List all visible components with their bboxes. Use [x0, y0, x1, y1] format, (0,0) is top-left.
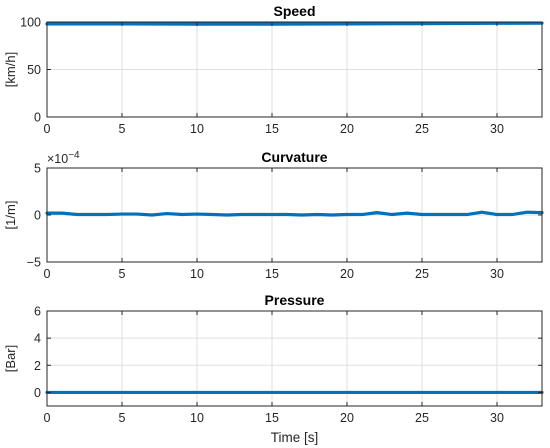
x-tick-label: 10 — [190, 411, 204, 425]
chart-title: Curvature — [261, 149, 327, 165]
y-exponent-label: ×10−4 — [47, 150, 80, 166]
chart-title: Pressure — [265, 292, 325, 308]
y-tick-label: 0 — [34, 111, 41, 125]
x-tick-label: 0 — [44, 267, 51, 281]
x-tick-label: 30 — [490, 411, 504, 425]
y-tick-label: 0 — [34, 386, 41, 400]
x-tick-label: 10 — [190, 267, 204, 281]
y-axis-label: [Bar] — [3, 345, 18, 372]
y-tick-label: 4 — [34, 332, 41, 346]
chart-panel-2: 0 5 10 15 20 25 30 0 2 4 6 Pressure [Bar] Time [s] — [3, 292, 544, 445]
y-axis-label: [km/h] — [3, 52, 18, 87]
x-tick-label: 20 — [340, 411, 354, 425]
x-tick-label: 25 — [415, 122, 429, 136]
x-tick-label: 20 — [340, 267, 354, 281]
x-tick-label: 15 — [265, 411, 279, 425]
y-axis-label: [1/m] — [3, 201, 18, 230]
x-axis-label: Time [s] — [271, 430, 319, 445]
axes-box — [46, 310, 543, 407]
x-tick-label: 25 — [415, 411, 429, 425]
x-tick-label: 10 — [190, 122, 204, 136]
x-tick-label: 15 — [265, 122, 279, 136]
series-line — [45, 210, 544, 217]
x-tick-label: 30 — [490, 122, 504, 136]
chart-title: Speed — [273, 3, 315, 19]
y-tick-label: 50 — [27, 63, 41, 77]
x-tick-label: 5 — [119, 411, 126, 425]
y-tick-label: 0 — [34, 209, 41, 223]
x-tick-label: 15 — [265, 267, 279, 281]
x-tick-label: 0 — [44, 122, 51, 136]
x-tick-label: 5 — [119, 267, 126, 281]
x-tick-label: 25 — [415, 267, 429, 281]
y-tick-label: −5 — [27, 256, 41, 270]
x-tick-label: 20 — [340, 122, 354, 136]
y-tick-label: 5 — [34, 162, 41, 176]
series-line — [45, 21, 544, 26]
plot-area — [47, 311, 542, 406]
y-tick-label: 2 — [34, 359, 41, 373]
x-tick-label: 5 — [119, 122, 126, 136]
y-tick-label: 100 — [20, 16, 41, 30]
x-tick-label: 0 — [44, 411, 51, 425]
x-tick-label: 30 — [490, 267, 504, 281]
y-tick-label: 6 — [34, 305, 41, 319]
chart-panel-0: 0 5 10 15 20 25 30 0 50 100 Speed [km/h] — [3, 3, 544, 136]
